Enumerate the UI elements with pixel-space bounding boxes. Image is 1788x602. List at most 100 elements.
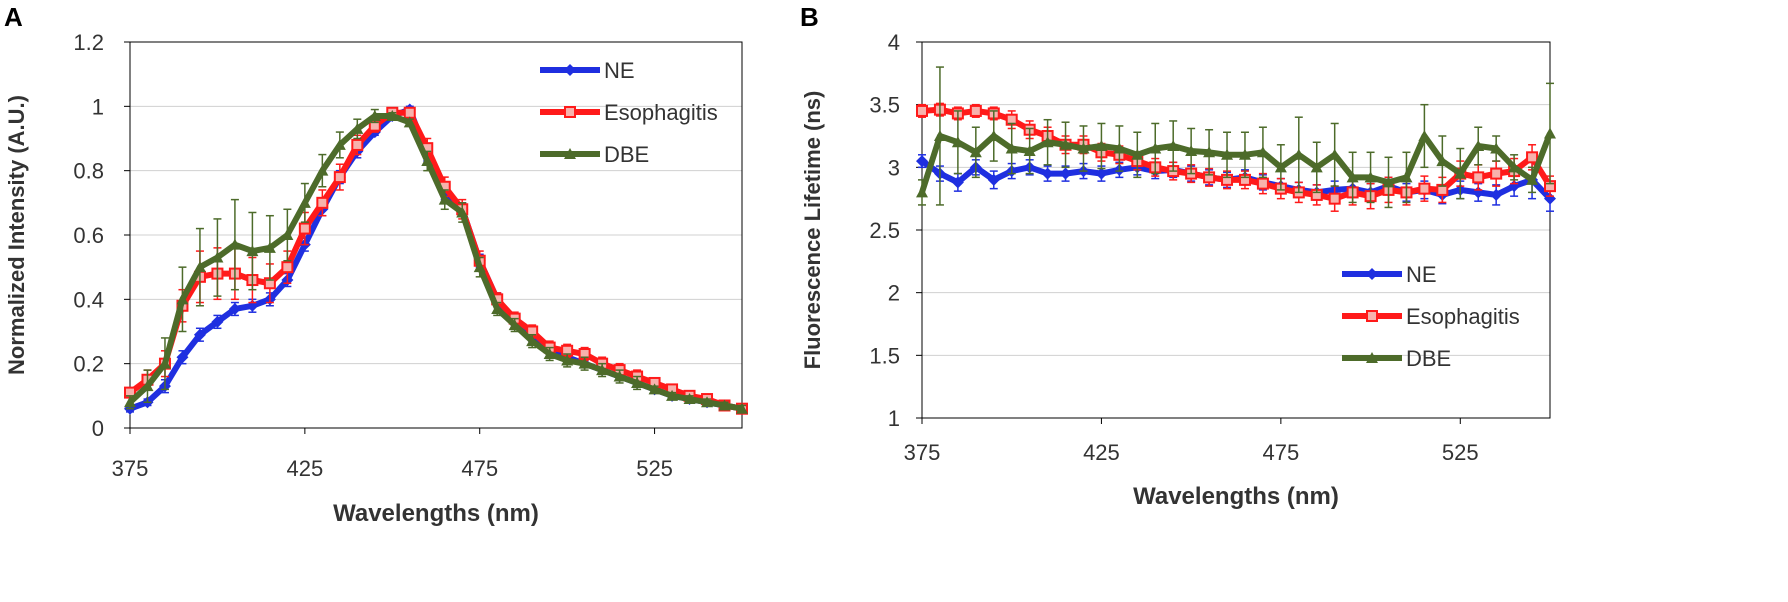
data-point: [508, 319, 521, 331]
x-tick-label: 475: [461, 456, 498, 481]
data-point: [718, 399, 731, 411]
y-axis-ticks-b: 1 1.5 2 2.5 3 3.5 4: [869, 30, 922, 431]
data-point: [1544, 127, 1556, 139]
data-point: [1436, 155, 1449, 167]
data-point: [1095, 167, 1108, 180]
data-point: [333, 171, 346, 184]
data-point: [263, 241, 276, 253]
y-tick-label: 3: [888, 155, 900, 180]
data-point: [969, 104, 982, 117]
data-point: [561, 354, 574, 366]
data-point: [1472, 171, 1485, 184]
y-tick-label: 0.8: [73, 159, 104, 184]
data-point: [158, 357, 171, 369]
data-point: [1167, 140, 1180, 152]
data-point: [916, 104, 928, 117]
data-point: [648, 383, 661, 395]
y-tick-label: 0.4: [73, 287, 104, 312]
data-point: [246, 245, 259, 257]
data-point: [916, 155, 928, 168]
data-point: [1221, 148, 1234, 160]
series-dbe: [916, 66, 1556, 209]
x-tick-label: 375: [112, 456, 149, 481]
y-tick-label: 4: [888, 30, 900, 55]
data-point: [1292, 148, 1305, 160]
y-tick-label: 0: [92, 416, 104, 441]
y-tick-label: 2: [888, 281, 900, 306]
legend-label: Esophagitis: [1406, 304, 1520, 329]
legend-label: NE: [604, 58, 635, 83]
chart-panel-b: B 1 1.5 2 2.5 3 3.5 4 375 425 475 525 Wavelengths…: [800, 2, 1556, 510]
data-point: [613, 370, 626, 382]
data-point: [1185, 145, 1198, 157]
series-group-a: [124, 103, 748, 415]
data-point: [1526, 173, 1539, 185]
legend-b: NE Esophagitis DBE: [1342, 262, 1520, 371]
legend-item: DBE: [1342, 346, 1451, 371]
data-point: [1131, 148, 1144, 160]
data-point: [1059, 167, 1072, 180]
x-axis-label-b: Wavelengths (nm): [1133, 483, 1339, 510]
data-point: [333, 138, 346, 150]
data-point: [1364, 171, 1377, 183]
y-axis-label-a: Normalized Intensity (A.U.): [4, 95, 29, 375]
x-tick-label: 525: [1442, 440, 1479, 465]
data-point: [403, 106, 416, 119]
data-point: [438, 193, 451, 205]
data-point: [1041, 167, 1054, 180]
data-point: [298, 196, 311, 208]
data-point: [1077, 142, 1090, 154]
data-point: [211, 251, 224, 263]
data-point: [193, 328, 206, 341]
data-point: [298, 222, 311, 235]
data-point: [351, 122, 364, 134]
data-point: [368, 109, 381, 121]
data-point: [736, 402, 748, 414]
legend-label: NE: [1406, 262, 1437, 287]
data-point: [564, 64, 576, 76]
data-point: [1400, 171, 1413, 183]
data-point: [1095, 140, 1108, 152]
data-point: [683, 393, 696, 405]
legend-item: NE: [1342, 262, 1437, 287]
data-point: [316, 196, 329, 209]
data-point: [969, 146, 982, 158]
data-point: [1023, 145, 1036, 157]
panel-label-a: A: [4, 2, 23, 32]
data-point: [141, 380, 154, 392]
data-point: [491, 302, 504, 314]
chart-panel-a: A 0 0.2 0.4 0.6 0.8 1 1.2 375 425 475 525 Wavelen…: [4, 2, 748, 527]
y-tick-label: 1: [888, 406, 900, 431]
data-point: [1238, 148, 1251, 160]
data-point: [421, 155, 434, 167]
data-point: [473, 261, 486, 273]
data-point: [228, 238, 241, 250]
data-point: [1346, 171, 1359, 183]
data-point: [526, 335, 539, 347]
x-axis-ticks-b: 375 425 475 525: [904, 418, 1479, 465]
data-point: [403, 116, 416, 128]
data-point: [1113, 142, 1126, 154]
legend-item: DBE: [540, 142, 649, 167]
series-line: [919, 132, 1553, 194]
data-point: [631, 376, 644, 388]
y-tick-label: 0.2: [73, 352, 104, 377]
series-group-b: [916, 66, 1556, 212]
x-tick-label: 525: [636, 456, 673, 481]
data-point: [1366, 310, 1378, 322]
data-point: [176, 351, 189, 364]
data-point: [124, 396, 136, 408]
data-point: [1526, 151, 1539, 164]
data-point: [1256, 146, 1269, 158]
data-point: [1310, 161, 1323, 173]
legend-label: DBE: [604, 142, 649, 167]
legend-a: NE Esophagitis DBE: [540, 58, 718, 167]
data-point: [1490, 142, 1503, 154]
data-point: [1418, 130, 1431, 141]
data-point: [1508, 161, 1521, 173]
data-point: [564, 106, 576, 118]
y-tick-label: 2.5: [869, 218, 900, 243]
legend-item: Esophagitis: [1342, 304, 1520, 329]
data-point: [176, 293, 189, 305]
